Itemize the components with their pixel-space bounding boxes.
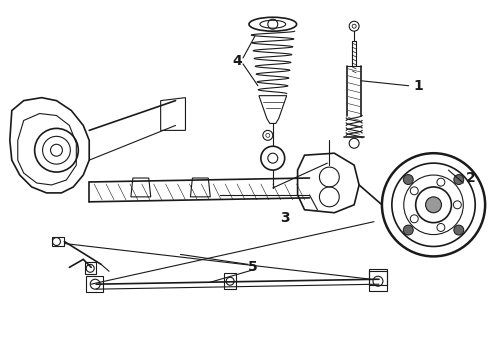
Text: 1: 1 — [414, 79, 423, 93]
Circle shape — [454, 225, 464, 235]
Circle shape — [426, 197, 441, 213]
Circle shape — [403, 175, 413, 185]
Circle shape — [403, 225, 413, 235]
Text: 4: 4 — [232, 54, 242, 68]
Circle shape — [454, 175, 464, 185]
Text: 2: 2 — [466, 171, 476, 185]
Text: 5: 5 — [248, 260, 258, 274]
Text: 3: 3 — [280, 211, 290, 225]
